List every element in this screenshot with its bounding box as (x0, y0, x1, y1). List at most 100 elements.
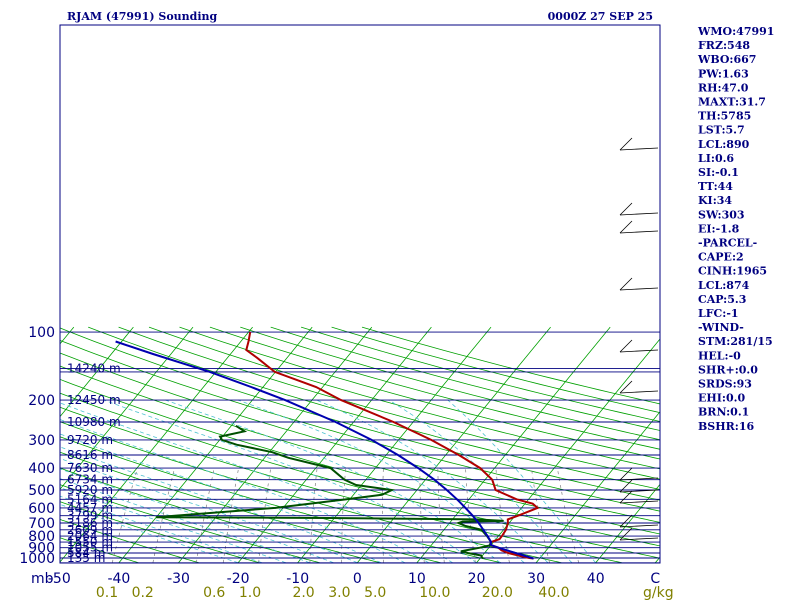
mixing-ratio-line (437, 468, 445, 563)
mixing-ratio-line (309, 468, 318, 563)
moist-adiabat-line (60, 446, 382, 563)
plot-frame (59, 24, 661, 564)
wind-barb-staff (619, 349, 659, 353)
mixing-ratio-line (258, 468, 272, 563)
mixing-ratio-label: 10.0 (419, 585, 450, 600)
wind-barb-staff (619, 500, 659, 504)
mixing-ratio-line (419, 468, 425, 563)
wind-barb-staff (619, 230, 659, 234)
wind-barb-staff (619, 147, 659, 151)
chart-time: 0000Z 27 SEP 25 (548, 10, 653, 23)
temperature-tick-label: -20 (227, 571, 250, 587)
isotherm-line (356, 326, 551, 563)
dry-adiabat-line (148, 326, 660, 470)
chart-title: RJAM (47991) Sounding (67, 10, 218, 23)
height-label: 4457 m (67, 501, 113, 515)
wind-barb (619, 380, 659, 394)
height-label: 3186 m (67, 516, 113, 530)
index-value: BRN:0.1 (698, 406, 749, 419)
mixing-ratio-label: 40.0 (538, 585, 569, 600)
wind-barb-staff (619, 477, 659, 481)
height-label: 1055 m (67, 541, 113, 555)
wind-barb-flag (619, 380, 633, 394)
height-label: 2609 m (67, 523, 113, 537)
index-value: LCL:874 (698, 279, 750, 292)
wind-barb-flag (619, 202, 633, 216)
mixing-ratio-label: 2.0 (292, 585, 314, 600)
index-value: LST:5.7 (698, 124, 745, 137)
parcel-trace (115, 340, 534, 560)
mixing-ratio-label: 0.1 (96, 585, 118, 600)
pressure-tick-label: 600 (28, 501, 55, 517)
index-value: LI:0.6 (698, 152, 734, 165)
dry-adiabat-line (179, 326, 660, 460)
wind-barb-flag (619, 339, 633, 353)
wind-barb (619, 339, 659, 353)
index-value: FRZ:548 (698, 39, 750, 52)
sounding-traces (115, 331, 540, 560)
wind-barb-staff (619, 524, 659, 528)
wind-barb-staff (619, 212, 659, 216)
mixing-ratio-label: 1.0 (239, 585, 261, 600)
index-value: RH:47.0 (698, 81, 749, 94)
index-value: LCL:890 (698, 138, 750, 151)
dry-adiabat-line (270, 326, 660, 431)
index-value: MAXT:31.7 (698, 96, 766, 109)
wind-barb-staff (619, 287, 659, 291)
moist-adiabat-line (60, 495, 263, 563)
height-label: 6734 m (67, 473, 113, 487)
mixing-ratio-label: 3.0 (328, 585, 350, 600)
isotherm-line (237, 326, 432, 563)
isobar-lines (60, 331, 660, 563)
moist-adiabat-line (237, 399, 525, 563)
pressure-tick-label: 700 (28, 516, 55, 532)
temperature-tick-label: 0 (353, 571, 362, 587)
wind-barb-staff (619, 537, 659, 541)
wind-barb (619, 137, 659, 151)
pressure-tick-label: 500 (28, 483, 55, 499)
isotherm-line (178, 326, 373, 563)
index-value: PW:1.63 (698, 67, 749, 80)
dry-adiabat-lines (60, 326, 660, 563)
wind-barb-flag (619, 479, 633, 493)
wind-barb-flag (619, 490, 633, 504)
isotherm-line (535, 411, 660, 563)
isotherm-line (60, 326, 134, 418)
mixing-ratio-line (222, 468, 239, 563)
index-value: LFC:-1 (698, 307, 739, 320)
mixing-ratio-unit-label: g/kg (643, 585, 674, 600)
temperature-tick-label: -50 (48, 571, 71, 587)
temperature-tick-label: 30 (527, 571, 545, 587)
height-label: 7630 m (67, 461, 113, 475)
dewpoint-trace (156, 424, 504, 560)
wind-barb (619, 467, 659, 481)
index-value: SRDS:93 (698, 378, 752, 391)
wind-barb (619, 277, 659, 291)
isotherm-lines (60, 326, 660, 563)
index-value: CINH:1965 (698, 265, 767, 278)
temperature-tick-labels: -50 -40 -30 -20 -10 0 10 20 30 40 C (48, 571, 661, 587)
index-value: SHR+:0.0 (698, 363, 758, 376)
moist-adiabat-line (60, 402, 453, 563)
mixing-ratio-line (382, 468, 384, 563)
wind-barb (619, 514, 659, 528)
height-label: 8616 m (67, 448, 113, 462)
index-value: KI:34 (698, 194, 732, 207)
wind-barb-flag (619, 220, 633, 234)
wind-barb-flag (619, 467, 633, 481)
index-value: -PARCEL- (698, 237, 757, 250)
temperature-tick-label: -40 (107, 571, 130, 587)
dry-adiabat-line (88, 326, 660, 490)
dry-adiabat-line (60, 327, 660, 501)
dry-adiabat-line (60, 339, 660, 512)
index-value: SI:-0.1 (698, 166, 739, 179)
pressure-unit-label: mb (31, 571, 54, 587)
dry-adiabat-line (118, 326, 660, 480)
temperature-tick-label: 40 (587, 571, 605, 587)
dry-adiabat-line (60, 451, 441, 563)
mixing-ratio-line (196, 468, 215, 563)
index-value: CAP:5.3 (698, 293, 746, 306)
index-value: TT:44 (698, 180, 733, 193)
